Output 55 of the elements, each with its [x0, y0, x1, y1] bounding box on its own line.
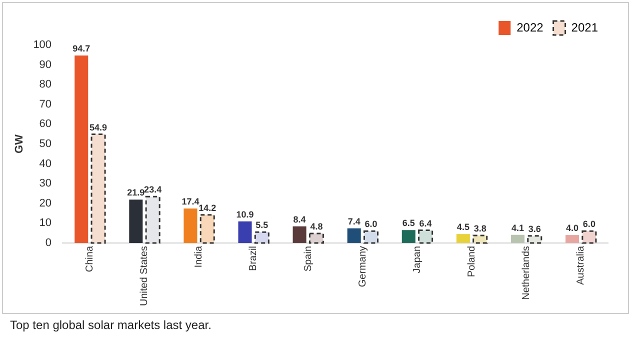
bar: [456, 234, 470, 243]
bar: [566, 235, 580, 243]
x-tick-label: United States: [139, 246, 150, 306]
legend-label: 2021: [571, 20, 598, 34]
data-label: 94.7: [72, 43, 90, 54]
bar: [510, 234, 524, 243]
data-label: 6.0: [364, 219, 378, 230]
y-tick-label: 70: [39, 98, 52, 110]
y-tick-label: 0: [45, 236, 52, 249]
x-tick-label: Australia: [575, 246, 586, 285]
data-label: 8.4: [293, 214, 306, 224]
y-axis-title: GW: [14, 134, 26, 154]
y-tick-label: 80: [39, 78, 52, 91]
y-tick-label: 10: [39, 217, 52, 230]
legend-label: 2022: [516, 20, 544, 34]
x-tick-label: China: [84, 246, 96, 272]
data-label: 4.1: [511, 222, 524, 233]
bar: [129, 200, 143, 243]
x-tick-label: Poland: [466, 246, 478, 278]
data-label: 10.9: [236, 209, 254, 220]
bar: [347, 228, 361, 243]
data-label: 6.5: [402, 218, 415, 228]
bar: [292, 226, 306, 243]
data-label: 6.0: [582, 219, 596, 230]
y-tick-label: 40: [39, 158, 52, 170]
bar: [74, 55, 88, 243]
y-tick-label: 100: [33, 39, 52, 52]
data-label: 17.4: [182, 196, 200, 207]
y-tick-label: 50: [39, 138, 52, 150]
data-label: 6.4: [419, 218, 432, 228]
text: Top ten global solar markets last year.: [10, 318, 212, 332]
data-label: 4.8: [310, 221, 323, 232]
data-label: 23.4: [144, 184, 162, 195]
x-tick-label: Germany: [357, 246, 368, 288]
data-label: 21.9: [127, 188, 145, 198]
data-label: 3.8: [474, 223, 486, 234]
bar: [184, 208, 198, 243]
x-tick-label: Spain: [302, 246, 314, 272]
data-label: 3.6: [528, 224, 541, 234]
data-label: 7.4: [348, 216, 360, 226]
x-tick-label: India: [194, 246, 205, 268]
bar: [238, 221, 252, 243]
y-tick-label: 30: [39, 178, 52, 190]
x-tick-label: Japan: [412, 246, 423, 274]
data-label: 4.5: [456, 222, 470, 232]
x-tick-label: Brazil: [248, 246, 260, 271]
data-label: 5.5: [256, 220, 268, 230]
y-tick-label: 20: [39, 197, 52, 210]
data-label: 4.0: [566, 223, 579, 234]
y-tick-label: 90: [39, 58, 52, 71]
bar: [402, 230, 416, 243]
x-tick-label: Netherlands: [520, 246, 532, 300]
y-tick-label: 60: [39, 118, 52, 130]
data-label: 54.9: [90, 122, 108, 132]
data-label: 14.2: [198, 202, 216, 213]
